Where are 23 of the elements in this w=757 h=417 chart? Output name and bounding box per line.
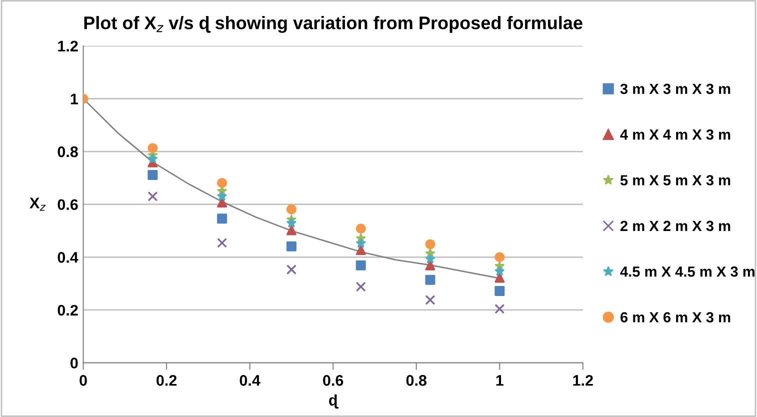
chart-title: Plot of Χ$_{z}$ v/s ɖ showing variation from Proposed formulae [84, 16, 582, 33]
y-tick-label: 0.6 [58, 199, 78, 210]
legend-label: 2 m X 2 m X 3 m [620, 220, 730, 232]
y-tick-label: 0 [70, 358, 78, 368]
x-tick-label: 1 [496, 375, 504, 386]
y-tick-label: 1 [70, 94, 78, 104]
x-axis-title: ɖ [329, 394, 338, 409]
y-tick-label: 1.2 [58, 40, 78, 52]
legend-label: 5 m X 5 m X 3 m [620, 175, 730, 186]
x-tick-label: 0.4 [240, 375, 260, 386]
x-tick-label: 1.2 [573, 375, 593, 386]
x-tick-label: 0.6 [323, 375, 344, 386]
x-tick-label: 0.8 [406, 375, 426, 386]
legend-label: 4.5 m X 4.5 m X 3 m [620, 266, 754, 277]
y-axis-title: Χ$_{z}$ [30, 198, 46, 211]
legend-label: 6 m X 6 m X 3 m [620, 312, 730, 322]
legend-label: 4 m X 4 m X 3 m [620, 129, 730, 140]
x-tick-label: 0 [80, 375, 87, 386]
legend-label: 3 m X 3 m X 3 m [620, 84, 730, 94]
y-tick-label: 0.4 [58, 252, 78, 263]
y-tick-label: 0.8 [58, 146, 78, 158]
x-tick-label: 0.2 [156, 375, 177, 386]
y-tick-label: 0.2 [58, 304, 78, 316]
